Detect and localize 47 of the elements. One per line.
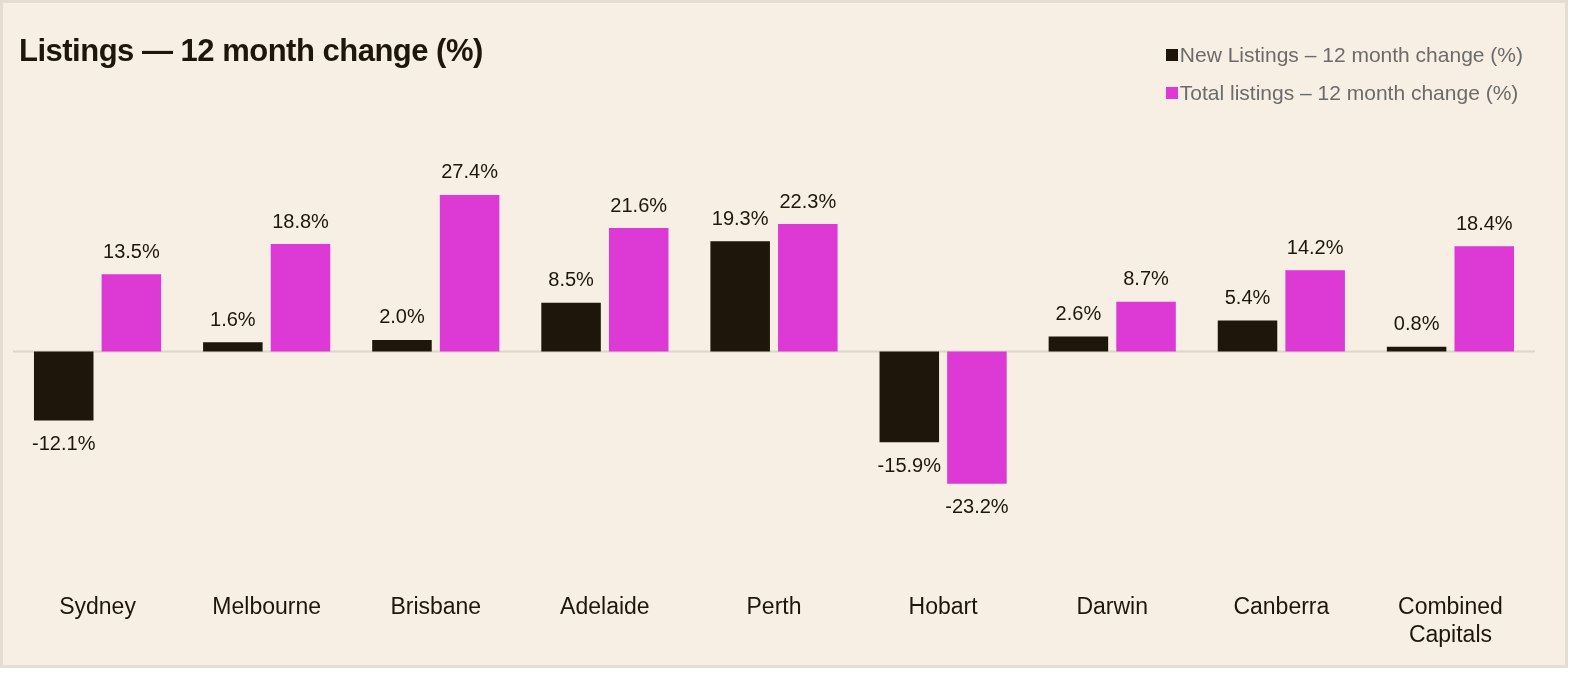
- data-label: 8.5%: [548, 268, 595, 291]
- data-label: 2.0%: [379, 305, 425, 328]
- x-tick-label: Melbourne: [212, 592, 322, 619]
- bar: [1048, 336, 1109, 352]
- x-tick-label: Canberra: [1233, 592, 1330, 619]
- data-label: -23.2%: [945, 495, 1009, 518]
- data-label: 18.4%: [1455, 211, 1513, 234]
- data-label: 5.4%: [1224, 286, 1271, 309]
- x-tick-label: Adelaide: [560, 592, 650, 619]
- data-label: 19.3%: [711, 206, 769, 229]
- data-label: 8.7%: [1123, 267, 1170, 290]
- x-tick-label: Combined Capitals: [1398, 592, 1503, 647]
- bar: [439, 194, 500, 352]
- data-label: 27.4%: [441, 160, 499, 183]
- bar: [778, 224, 838, 352]
- x-tick-label: Perth: [746, 592, 802, 619]
- data-label: 22.3%: [779, 189, 837, 212]
- x-tick-label: Hobart: [908, 592, 979, 619]
- bar: [1116, 301, 1176, 352]
- legend-label: New Listings – 12 month change (%): [1179, 43, 1523, 67]
- x-tick-label: Darwin: [1076, 592, 1149, 619]
- bar: [1454, 246, 1515, 352]
- legend-label: Total listings – 12 month change (%): [1179, 81, 1519, 105]
- data-label: 2.6%: [1055, 302, 1102, 325]
- chart-title: Listings — 12 month change (%): [19, 33, 483, 69]
- bar: [710, 241, 770, 352]
- bar: [33, 351, 94, 421]
- data-label: 13.5%: [103, 239, 160, 262]
- data-label: 14.2%: [1286, 235, 1344, 258]
- data-label: 21.6%: [610, 193, 668, 216]
- bar: [372, 339, 432, 352]
- data-label: 18.8%: [272, 209, 330, 232]
- data-label: 0.8%: [1393, 312, 1440, 335]
- bar: [541, 302, 601, 352]
- bar: [879, 351, 940, 443]
- data-label: -15.9%: [877, 453, 942, 476]
- bar: [608, 228, 669, 352]
- bar: [947, 351, 1007, 484]
- data-label: 1.6%: [210, 307, 256, 330]
- x-tick-label: Brisbane: [390, 592, 482, 619]
- bar: [101, 274, 162, 352]
- bar: [270, 244, 331, 352]
- bar: [203, 342, 263, 352]
- x-tick-label: Sydney: [59, 592, 137, 619]
- bar: [1285, 270, 1345, 352]
- data-label: -12.1%: [32, 432, 96, 455]
- bar: [1217, 320, 1278, 352]
